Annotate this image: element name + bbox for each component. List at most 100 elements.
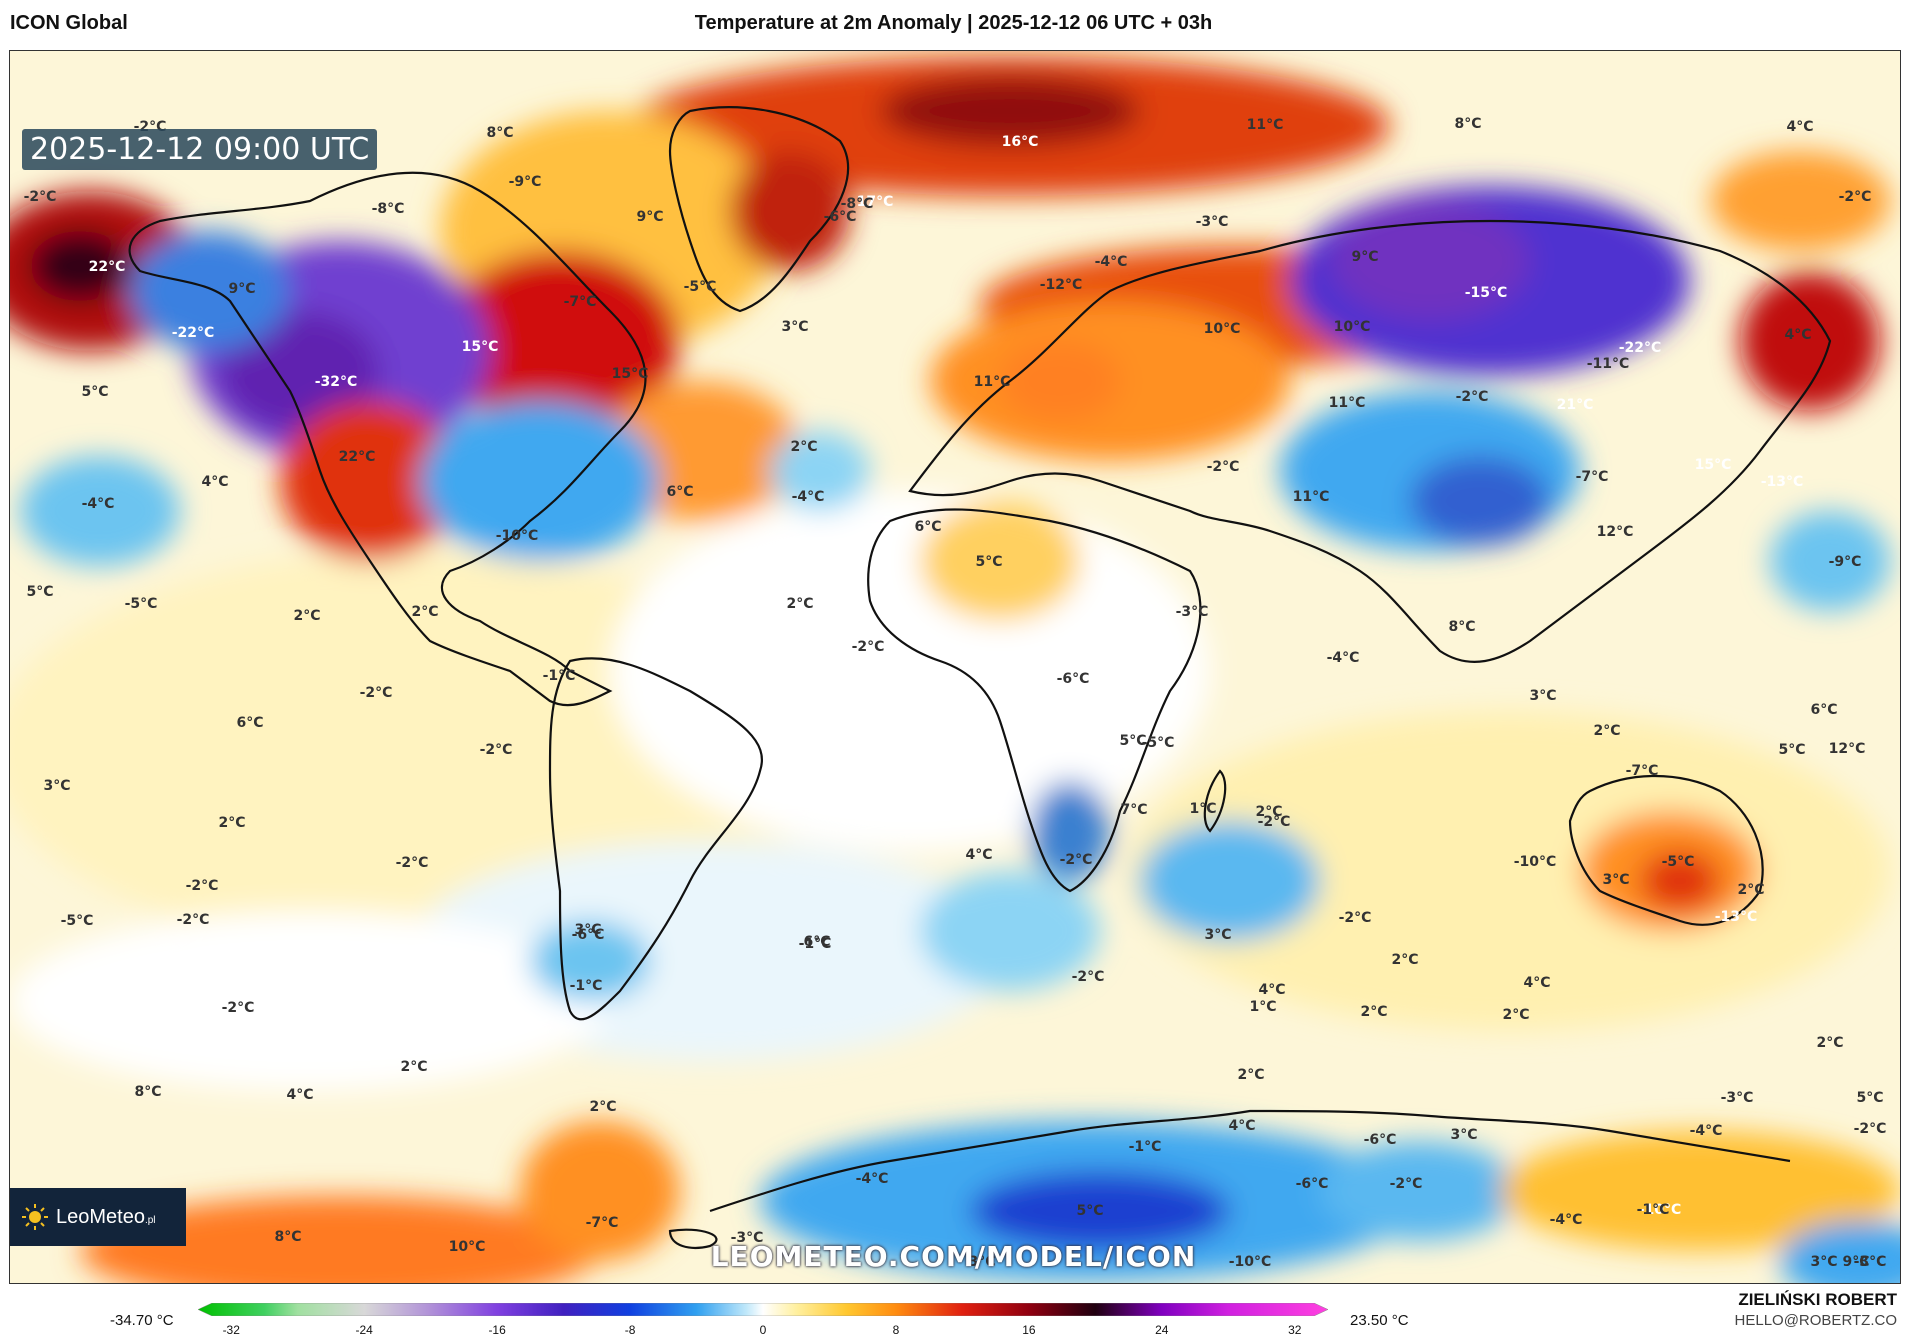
anomaly-label: -1°C	[1129, 1139, 1162, 1155]
model-name: ICON Global	[10, 12, 128, 34]
anomaly-label: 4°C	[1228, 1118, 1255, 1134]
anomaly-label: -1°C	[799, 936, 832, 952]
anomaly-label: -9°C	[509, 174, 542, 190]
anomaly-label: 12°C	[1597, 524, 1634, 540]
anomaly-label: -5°C	[1662, 854, 1695, 870]
anomaly-label: -3°C	[1196, 214, 1229, 230]
anomaly-label: -4°C	[856, 1171, 889, 1187]
anomaly-label: -2°C	[186, 878, 219, 894]
anomaly-label: 17°C	[857, 194, 894, 210]
colorbar-tick: 24	[1155, 1323, 1169, 1337]
anomaly-label: 10°C	[449, 1239, 486, 1255]
anomaly-label: 4°C	[201, 474, 228, 490]
anomaly-label: 2°C	[1360, 1004, 1387, 1020]
anomaly-label: -32°C	[315, 374, 358, 390]
anomaly-label: 6°C	[803, 934, 830, 950]
anomaly-label: -1°C	[1637, 1202, 1670, 1218]
anomaly-label: 8°C	[134, 1084, 161, 1100]
anomaly-label: 21°C	[1557, 397, 1594, 413]
anomaly-label: -8°C	[841, 196, 874, 212]
anomaly-label: 15°C	[462, 339, 499, 355]
anomaly-label: 3°C	[1450, 1127, 1477, 1143]
anomaly-label: -3°C	[1176, 604, 1209, 620]
anomaly-label: 2°C	[790, 439, 817, 455]
anomaly-label: 10°C	[1334, 319, 1371, 335]
anomaly-label: -4°C	[1327, 650, 1360, 666]
anomaly-label: -2°C	[177, 912, 210, 928]
anomaly-label: 2°C	[1737, 882, 1764, 898]
anomaly-label: 10°C	[1204, 321, 1241, 337]
anomaly-label: 4°C	[1784, 327, 1811, 343]
coastlines	[128, 106, 1832, 1249]
anomaly-label: -2°C	[1390, 1176, 1423, 1192]
anomaly-label: 8°C	[486, 125, 513, 141]
anomaly-label: 3°C	[1602, 872, 1629, 888]
author-email: HELLO@ROBERTZ.CO	[1734, 1312, 1897, 1329]
anomaly-label: -22°C	[172, 325, 215, 341]
colorbar-tick: -16	[488, 1323, 506, 1337]
anomaly-label: 3°C	[1810, 1254, 1837, 1270]
anomaly-label: 8°C	[1448, 619, 1475, 635]
anomaly-label: -2°C	[1060, 852, 1093, 868]
anomaly-label: 4°C	[286, 1087, 313, 1103]
anomaly-label: -4°C	[792, 489, 825, 505]
leometeo-logo[interactable]: LeoMeteo.pl	[10, 1188, 186, 1246]
anomaly-label: 2°C	[786, 596, 813, 612]
anomaly-label: -6°C	[1364, 1132, 1397, 1148]
anomaly-label: -2°C	[1339, 910, 1372, 926]
anomaly-label: -2°C	[24, 189, 57, 205]
anomaly-label: -13°C	[1715, 909, 1758, 925]
anomaly-label: 9°C	[1842, 1254, 1869, 1270]
anomaly-labels: -2°C 8°C-9°C-8°C 9°C-7°C-5°C-6°C17°C16°C11…	[24, 116, 1887, 1270]
anomaly-label: 12°C	[1829, 741, 1866, 757]
logo-wordmark: LeoMeteo.pl	[56, 1205, 156, 1228]
anomaly-label: -2°C	[1839, 189, 1872, 205]
colorbar-tick: -8	[624, 1323, 636, 1337]
anomaly-label: 22°C	[89, 259, 126, 275]
anomaly-label: -9°C	[1829, 554, 1862, 570]
anomaly-label: -2°C	[222, 1000, 255, 1016]
anomaly-label: -1°C	[570, 978, 603, 994]
anomaly-label: -10°C	[496, 528, 539, 544]
anomaly-label: 2°C	[1391, 952, 1418, 968]
anomaly-label: -2°C	[852, 639, 885, 655]
anomaly-label: 5°C	[1856, 1090, 1883, 1106]
anomaly-label: 8°C	[1454, 116, 1481, 132]
anomaly-field: -2°C 8°C-9°C-8°C 9°C-7°C-5°C-6°C17°C16°C11…	[10, 51, 1900, 1283]
anomaly-label: -3°C	[1854, 1254, 1887, 1270]
anomaly-label: -5°C	[1142, 735, 1175, 751]
anomaly-label: -3°C	[731, 1230, 764, 1246]
anomaly-label: -11°C	[1587, 356, 1630, 372]
anomaly-label: 2°C	[1593, 723, 1620, 739]
anomaly-label: -10°C	[1229, 1254, 1272, 1270]
anomaly-label: -4°C	[1095, 254, 1128, 270]
colorbar-tick: 8	[892, 1323, 900, 1337]
anomaly-label: -22°C	[1619, 340, 1662, 356]
anomaly-label: -6°C	[1296, 1176, 1329, 1192]
anomaly-label: 3°C	[43, 778, 70, 794]
sun-icon	[22, 1204, 48, 1230]
anomaly-label: 11°C	[1293, 489, 1330, 505]
anomaly-label: -7°C	[1626, 763, 1659, 779]
anomaly-label: 6°C	[236, 715, 263, 731]
anomaly-label: -4°C	[1550, 1212, 1583, 1228]
anomaly-label: -6°C	[572, 927, 605, 943]
anomaly-label: 3°C	[968, 1254, 995, 1270]
anomaly-label: 3°C	[1204, 927, 1231, 943]
source-watermark: LEOMETEO.COM/MODEL/ICON	[710, 1240, 1197, 1273]
colorbar-tick: 16	[1022, 1323, 1036, 1337]
anomaly-label: 6°C	[914, 519, 941, 535]
anomaly-label: -5°C	[125, 596, 158, 612]
anomaly-label: 11°C	[1247, 117, 1284, 133]
anomaly-label: -2°C	[1258, 814, 1291, 830]
colorbar-tick: 32	[1288, 1323, 1302, 1337]
map-panel[interactable]: -2°C 8°C -9°C -8°C 9°C -7°C -5°C -6°C 17°C 16°C 11…	[9, 50, 1901, 1284]
anomaly-label: -2°C	[1072, 969, 1105, 985]
anomaly-label: 2°C	[400, 1059, 427, 1075]
anomaly-label: 4°C	[965, 847, 992, 863]
anomaly-label: -1°C	[543, 668, 576, 684]
anomaly-label: 6°C	[1810, 702, 1837, 718]
anomaly-label: -2°C	[360, 685, 393, 701]
anomaly-label: 3°C	[574, 922, 601, 938]
anomaly-label: 22°C	[339, 449, 376, 465]
